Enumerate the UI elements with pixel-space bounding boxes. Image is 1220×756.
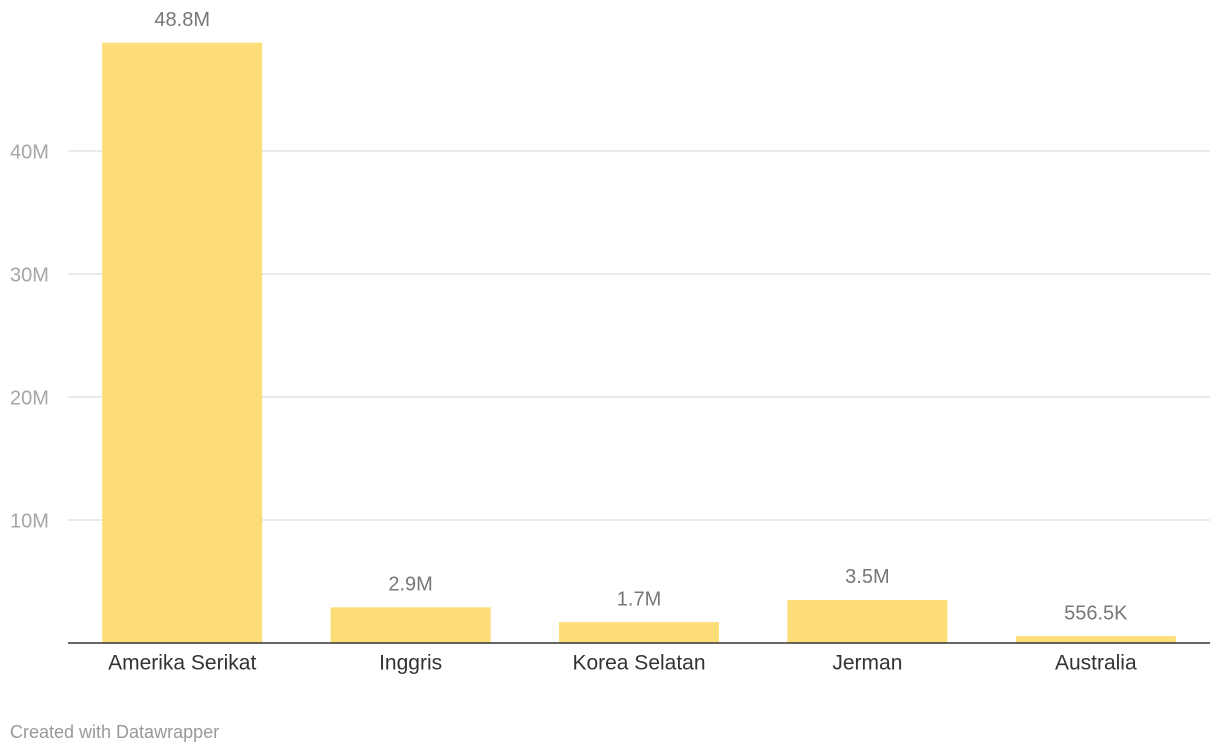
y-tick-label: 40M — [10, 141, 49, 163]
value-label: 1.7M — [617, 588, 661, 610]
y-tick-label: 20M — [10, 387, 49, 409]
x-tick-label: Inggris — [379, 652, 442, 675]
value-label: 3.5M — [845, 566, 889, 588]
bar — [787, 599, 948, 643]
x-tick-label: Korea Selatan — [572, 652, 705, 675]
x-tick-label: Jerman — [832, 652, 902, 675]
bar — [330, 607, 491, 643]
value-label: 2.9M — [388, 574, 432, 596]
x-tick-label: Amerika Serikat — [108, 652, 256, 675]
x-tick-label: Australia — [1055, 652, 1137, 675]
credit: Created with Datawrapper — [10, 722, 219, 742]
y-tick-label: 30M — [10, 264, 49, 286]
bar — [102, 42, 263, 643]
bar — [559, 622, 719, 643]
value-label: 48.8M — [154, 9, 210, 31]
y-tick-label: 10M — [10, 510, 49, 532]
value-label: 556.5K — [1064, 602, 1128, 624]
bar — [1015, 636, 1176, 643]
